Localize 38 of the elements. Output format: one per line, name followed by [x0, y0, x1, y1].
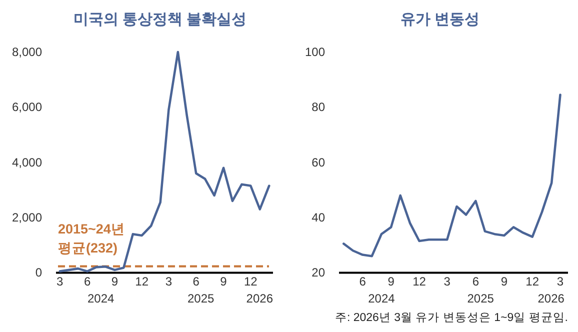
x-tick-label: 9	[220, 274, 228, 289]
text: 2025	[188, 292, 215, 306]
y-tick-label: 2,000	[12, 210, 42, 225]
y-tick-label: 80	[312, 100, 326, 114]
x-tick-label: 12	[135, 274, 149, 289]
text: 2025	[467, 292, 494, 306]
x-tick-label: 12	[244, 274, 258, 289]
x-tick-label: 3	[444, 274, 451, 289]
x-tick-label: 3	[556, 274, 564, 289]
x-tick-label: 12	[526, 274, 540, 289]
text: 2026	[246, 292, 274, 306]
ref-line-label: 2015~24년 평균(232)	[58, 221, 125, 256]
text: 2024	[88, 292, 115, 306]
chart-title: 유가 변동성	[400, 11, 480, 28]
text: 주: 2026년 3월 유가 변동성은 1~9일 평균임.	[334, 312, 568, 324]
x-tick-label: 9	[388, 274, 395, 289]
x-tick-label: 6	[192, 274, 200, 289]
y-tick-label: 0	[35, 266, 42, 280]
x-tick-label: 3	[165, 274, 172, 289]
line-series	[58, 50, 270, 272]
y-tick-label: 100	[304, 45, 326, 59]
x-tick-label: 3	[56, 274, 64, 289]
x-tick-label: 9	[500, 274, 508, 289]
x-tick-label: 6	[472, 274, 480, 289]
text: 2024	[368, 292, 396, 306]
y-tick-label: 4,000	[12, 155, 42, 170]
x-tick-label: 6	[84, 274, 91, 289]
x-tick-label: 9	[111, 274, 118, 289]
line-series	[342, 94, 562, 258]
y-tick-label: 40	[312, 210, 326, 225]
chart-title: 미국의 통상정책 불확실성	[73, 11, 247, 28]
text: 2026	[538, 292, 565, 306]
y-tick-label: 6,000	[12, 100, 42, 114]
x-tick-label: 12	[412, 274, 426, 289]
y-tick-label: 8,000	[12, 45, 42, 59]
y-tick-label: 20	[312, 266, 326, 280]
x-tick-label: 6	[359, 274, 366, 289]
y-tick-label: 60	[312, 155, 326, 170]
